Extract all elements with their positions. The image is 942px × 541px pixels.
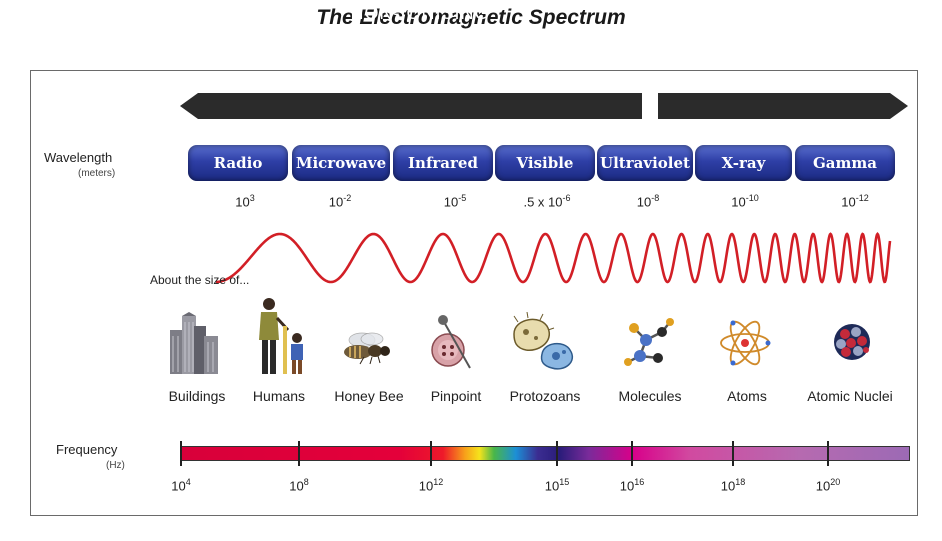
object-label-honey-bee: Honey Bee <box>334 388 404 404</box>
frequency-tick <box>556 441 558 466</box>
wavelength-value-infrared: 10-5 <box>443 193 467 210</box>
frequency-unit: (Hz) <box>106 460 125 471</box>
object-label-molecules: Molecules <box>618 388 682 404</box>
non-ionising-label: NON-IONISING <box>350 3 490 23</box>
region-visible: Visible <box>495 145 595 181</box>
wave-line <box>215 232 892 284</box>
region-microwave: Microwave <box>292 145 390 181</box>
wavelength-unit: (meters) <box>78 168 116 179</box>
ionising-label: IONISING <box>729 3 819 23</box>
frequency-tick-label: 1012 <box>418 477 444 494</box>
wavelength-value-microwave: 10-2 <box>328 193 352 210</box>
protozoans-icon <box>513 312 573 370</box>
non-ionising-arrow <box>180 93 642 119</box>
ionising-arrow <box>658 93 908 119</box>
frequency-tick-label: 1020 <box>815 477 841 494</box>
object-label-protozoans: Protozoans <box>509 388 581 404</box>
frequency-tick-label: 108 <box>289 477 309 494</box>
honey-bee-icon <box>344 332 390 365</box>
buildings-icon <box>170 312 218 374</box>
page-title: The Electromagnetic Spectrum <box>316 6 626 29</box>
about-size-label: About the size of... <box>150 273 250 287</box>
wavelength-value-radio: 103 <box>235 193 255 210</box>
wavelength-value-gamma-ray: 10-12 <box>841 193 869 210</box>
frequency-label: Frequency <box>56 442 118 457</box>
wavelength-label: Wavelength <box>44 150 113 165</box>
frequency-tick-label: 1016 <box>619 477 645 494</box>
object-label-pinpoint: Pinpoint <box>430 388 482 404</box>
atom-icon <box>720 320 771 366</box>
frequency-color-bar <box>180 446 910 461</box>
region-infrared: Infrared <box>393 145 493 181</box>
frequency-tick <box>180 441 182 466</box>
humans-icon <box>259 298 303 374</box>
wavelength-value-visible: .5 x 10-6 <box>523 193 571 210</box>
object-label-humans: Humans <box>252 388 306 404</box>
frequency-tick <box>827 441 829 466</box>
object-label-buildings: Buildings <box>168 388 226 404</box>
object-label-atomic-nuclei: Atomic Nuclei <box>807 388 893 404</box>
object-label-atoms: Atoms <box>727 388 767 404</box>
region-xray: X-ray <box>695 145 792 181</box>
frequency-tick <box>430 441 432 466</box>
region-gamma-ray: Gamma Ray <box>795 145 895 208</box>
pinpoint-icon <box>431 315 471 369</box>
frequency-tick-label: 1018 <box>720 477 746 494</box>
region-ultraviolet: Ultraviolet <box>597 145 693 181</box>
nucleus-icon <box>834 324 870 360</box>
frequency-tick-label: 1015 <box>544 477 570 494</box>
frequency-tick-label: 104 <box>171 477 191 494</box>
diagram-frame <box>30 70 918 516</box>
frequency-tick <box>298 441 300 466</box>
wavelength-value-xray: 10-10 <box>731 193 759 210</box>
molecules-icon <box>624 318 674 366</box>
wavelength-value-ultraviolet: 10-8 <box>636 193 660 210</box>
frequency-tick <box>631 441 633 466</box>
region-radio: Radio <box>188 145 288 181</box>
frequency-tick <box>732 441 734 466</box>
